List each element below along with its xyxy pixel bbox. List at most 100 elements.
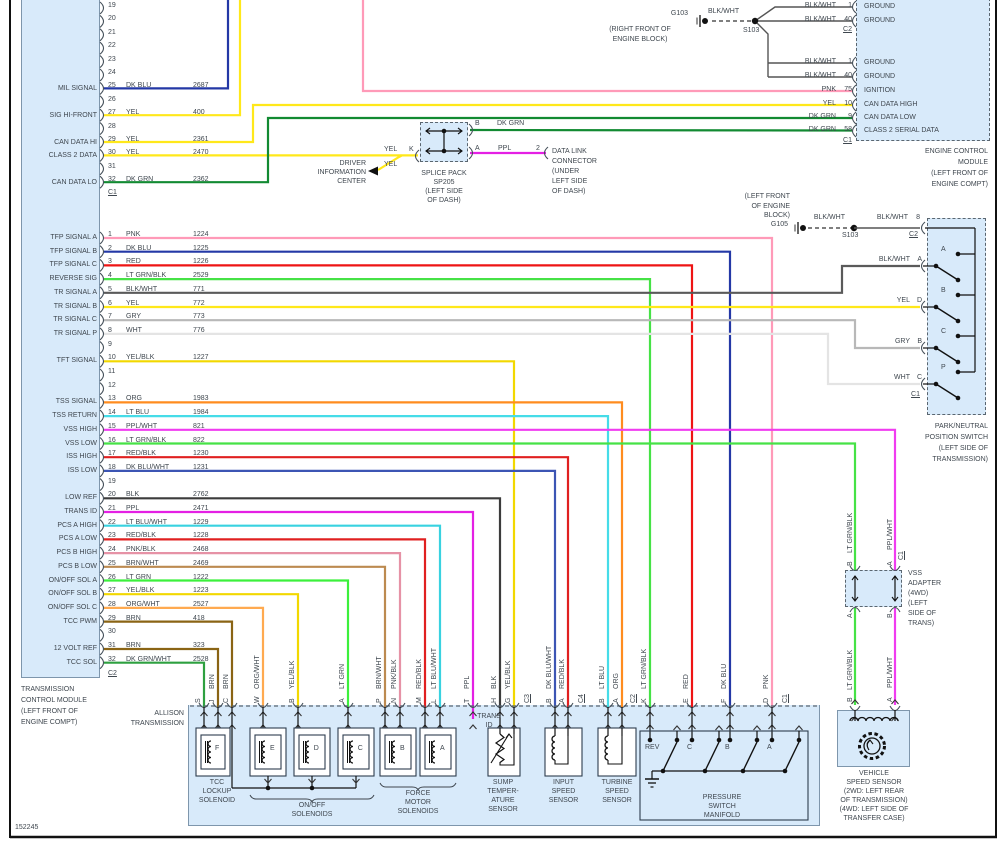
force-solenoids-label: FORCE — [405, 790, 431, 797]
pn-switch-connector-c1: C1 — [911, 391, 920, 398]
pressure-manifold-label: MANIFOLD — [703, 812, 741, 819]
dlc-pin-2: 2 — [536, 145, 540, 152]
wire-color-label: BRN/WHT — [126, 559, 159, 567]
wire-color-label: ORG — [613, 673, 620, 689]
wire-color-label: DK GRN — [497, 120, 525, 127]
pn-switch-contact-letter: P — [941, 364, 946, 371]
dlc-label: OF DASH) — [552, 188, 586, 195]
wire-color-label: RED/BLK — [559, 659, 566, 689]
trans-connector-label: C1 — [782, 694, 789, 703]
onoff-solenoid-letter: D — [313, 745, 319, 752]
tcm-signal-label: TFP SIGNAL C — [49, 261, 97, 269]
circuit-number: 772 — [193, 299, 205, 307]
circuit-number: 1231 — [193, 463, 209, 471]
circuit-number: 2470 — [193, 149, 209, 157]
circuit-number: 2527 — [193, 600, 209, 608]
tcm-pin-number: 29 — [108, 614, 116, 622]
allison-transmission-label: TRANSMISSION — [130, 720, 184, 727]
tcm-pin-number: 28 — [108, 600, 116, 608]
ecm-pin-label: CLASS 2 SERIAL DATA — [864, 127, 939, 134]
wire-color-label: RED/BLK — [126, 532, 156, 540]
tcm-signal-label: TR SIGNAL B — [53, 302, 97, 310]
tcm-signal-label: TSS RETURN — [52, 412, 97, 420]
trans-pin-letter: K — [641, 698, 648, 703]
wire-color-label: LT GRN/BLK — [847, 512, 854, 553]
tcm-signal-label: TFP SIGNAL B — [49, 247, 97, 255]
ecm-connector-c2: C2 — [843, 26, 852, 33]
wire-color-label: PPL — [126, 505, 140, 512]
tcc-solenoid-label: SOLENOID — [198, 797, 236, 804]
tcm-signal-label: TR SIGNAL A — [54, 288, 97, 296]
wire-color-label: BLK/WHT — [804, 16, 836, 23]
ecm-pin-number: 1 — [848, 58, 852, 65]
wire-color-label: RED — [683, 674, 690, 689]
tcm-pin-number: 30 — [108, 149, 116, 157]
tcm-pin-number: 5 — [108, 285, 112, 293]
allison-transmission-label: ALLISON — [154, 710, 184, 717]
pn-switch-contact-letter: A — [941, 246, 946, 253]
tcm-signal-label: ISS LOW — [67, 466, 97, 474]
tcm-pin-number: 16 — [108, 436, 116, 444]
trans-pin-letter: A — [339, 698, 346, 703]
vss-label: (2WD: LEFT REAR — [843, 788, 905, 795]
trans-pin-letter: A — [613, 698, 620, 703]
tcm-signal-label: ON/OFF SOL A — [48, 576, 97, 584]
tcm-signal-label: MIL SIGNAL — [57, 85, 97, 93]
ecm-pin-label: IGNITION — [864, 87, 896, 94]
ecm-pin-label: CAN DATA HIGH — [864, 101, 918, 108]
ecm-pin-label: CAN DATA LOW — [864, 114, 916, 121]
wire-color-label: BRN — [126, 614, 141, 622]
tcm-signal-label: VSS HIGH — [63, 425, 97, 433]
circuit-number: 2362 — [193, 176, 209, 184]
pn-switch-label: TRANSMISSION) — [932, 456, 988, 463]
pressure-manifold-label: PRESSURE — [702, 794, 742, 801]
tcm-pin-number: 32 — [108, 176, 116, 184]
trans-pin-letter: P — [376, 698, 383, 703]
tcm-pin-number: 29 — [108, 136, 116, 143]
tcm-pin-number: 27 — [108, 109, 116, 117]
tcm-label: TRANSMISSION — [21, 686, 75, 693]
vss-adapter-label: ADAPTER — [908, 580, 942, 587]
force-solenoids-label: SOLENOIDS — [397, 808, 439, 815]
pressure-manifold-label: SWITCH — [708, 803, 736, 810]
tcm-signal-label: TR SIGNAL C — [53, 316, 97, 324]
wire-color-label: YEL — [126, 149, 140, 157]
tcm-pin-number: 9 — [108, 340, 112, 348]
tcm-label: ENGINE COMPT) — [21, 719, 78, 726]
wire-color-label: DK BLU/WHT — [126, 463, 170, 471]
tcm-signal-label: TFT SIGNAL — [56, 357, 97, 365]
onoff-solenoid-letter: C — [357, 745, 363, 752]
tcm-pin-number: 10 — [108, 354, 116, 362]
wire-color-label: LT GRN/BLK — [126, 436, 167, 444]
force-solenoid-letter: A — [439, 745, 445, 752]
tcm-signal-label: PCS A LOW — [58, 535, 97, 543]
circuit-number: 2469 — [193, 559, 209, 567]
trans-pin-letter: F — [721, 698, 728, 703]
circuit-number: 2762 — [193, 491, 209, 499]
circuit-number: 1223 — [193, 587, 209, 595]
wire-color-label: BLK/WHT — [708, 8, 740, 15]
sump-temp-sensor-label: SUMP — [492, 779, 514, 786]
trans-pin-letter: S — [195, 698, 202, 703]
splice-label: SP205 — [433, 179, 455, 186]
wire-color-label: DK BLU — [126, 244, 152, 252]
trans-pin-letter: A — [559, 698, 566, 703]
wire-color-label: LT GRN/BLK — [641, 648, 648, 689]
tcm-pin-number: 2 — [108, 244, 112, 252]
ecm-pin-number: 40 — [844, 72, 852, 79]
tcm-connector-c2: C2 — [108, 670, 117, 677]
wire-color-label: GRY — [126, 313, 142, 321]
diagram-id: 152245 — [15, 824, 39, 831]
pn-switch-contact-letter: C — [941, 328, 947, 335]
circuit-number: 1983 — [193, 395, 209, 403]
tcm-signal-label: TSS SIGNAL — [55, 398, 97, 406]
tcm-pin-number: 31 — [108, 642, 116, 649]
wire-color-label: BRN — [126, 642, 141, 649]
force-solenoid-letter: B — [399, 745, 405, 752]
wire-color-label: PNK — [126, 231, 141, 238]
wire-color-label: YEL/BLK — [289, 660, 296, 689]
trans-pin-letter: M — [416, 697, 423, 703]
